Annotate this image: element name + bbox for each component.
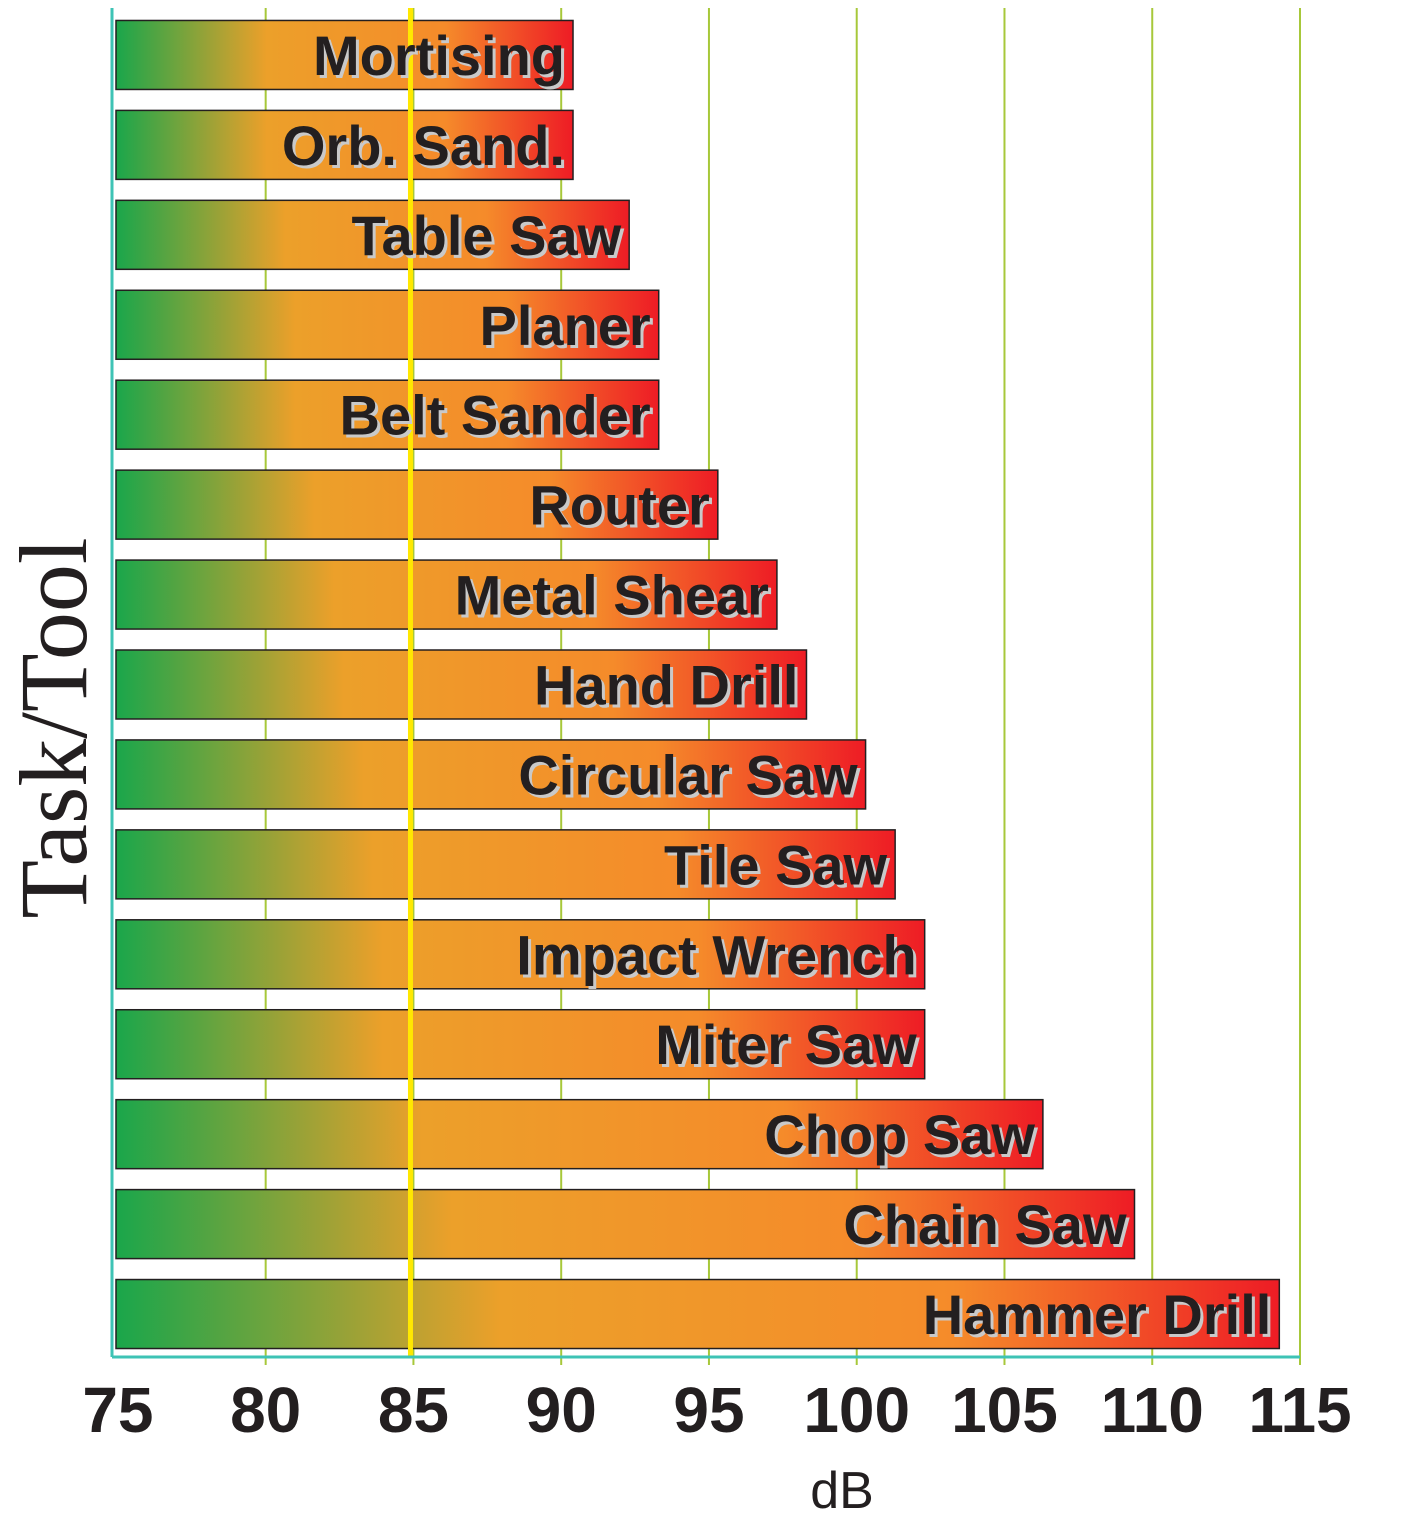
bar-label-0: Mortising [313,24,565,87]
x-tick-label-105: 105 [951,1374,1058,1446]
bar-label-shadow-0: Mortising [316,27,568,90]
x-tick-label-75: 75 [82,1374,153,1446]
bar-label-shadow-3: Planer [483,297,654,360]
bar-label-shadow-4: Belt Sander [343,387,654,450]
bar-label-shadow-6: Metal Shear [458,567,772,630]
bar-label-12: Chop Saw [764,1103,1035,1166]
bar-label-shadow-7: Hand Drill [537,657,801,720]
x-tick-label-80: 80 [230,1374,301,1446]
bar-7 [115,649,808,720]
bar-14 [115,1278,1281,1350]
bar-label-11: Miter Saw [655,1013,917,1076]
bar-4 [115,379,660,450]
x-tick-label-115: 115 [1248,1374,1351,1446]
bar-label-3: Planer [480,294,651,357]
bar-3 [115,289,660,361]
bar-13 [115,1188,1136,1260]
bar-11 [115,1008,926,1080]
bar-label-shadow-2: Table Saw [354,207,624,270]
bar-label-shadow-10: Impact Wrench [519,926,919,989]
bar-label-shadow-11: Miter Saw [658,1016,920,1079]
bar-label-10: Impact Wrench [516,923,916,986]
bar-label-2: Table Saw [351,204,621,267]
bar-label-shadow-9: Tile Saw [667,836,891,899]
bar-label-4: Belt Sander [340,384,651,447]
bar-label-5: Router [529,474,709,537]
x-tick-label-100: 100 [803,1374,910,1446]
bar-label-9: Tile Saw [664,833,888,896]
x-axis-title: dB [810,1462,874,1514]
bar-8 [115,739,867,810]
y-axis-title: Task/Tool [0,537,107,918]
bar-label-shadow-13: Chain Saw [846,1196,1130,1259]
bar-label-13: Chain Saw [843,1193,1127,1256]
bar-label-shadow-14: Hammer Drill [926,1286,1275,1349]
x-tick-label-90: 90 [526,1374,597,1446]
bar-label-shadow-12: Chop Saw [767,1106,1038,1169]
bar-label-8: Circular Saw [518,743,858,806]
bar-12 [115,1098,1044,1170]
bar-2 [115,199,630,271]
bars [115,19,1281,1350]
bar-label-shadow-5: Router [532,477,712,540]
bar-label-6: Metal Shear [455,564,769,627]
bar-label-shadow-1: Orb. Sand. [285,117,568,180]
bar-label-shadow-8: Circular Saw [521,746,861,809]
bar-label-7: Hand Drill [534,654,798,717]
bar-10 [115,919,926,990]
x-tick-label-110: 110 [1101,1374,1204,1446]
x-tick-label-95: 95 [673,1374,744,1446]
axes [110,8,1300,1359]
bar-5 [115,469,719,540]
bar-1 [115,109,574,181]
bar-label-1: Orb. Sand. [282,114,565,177]
x-tick-labels: 75 80 85 90 95 100 105 110 115 [82,1374,1351,1446]
bar-0 [115,19,574,91]
bar-9 [115,829,896,900]
bar-6 [115,559,778,630]
x-tick-label-85: 85 [378,1374,449,1446]
bar-label-14: Hammer Drill [923,1283,1272,1346]
